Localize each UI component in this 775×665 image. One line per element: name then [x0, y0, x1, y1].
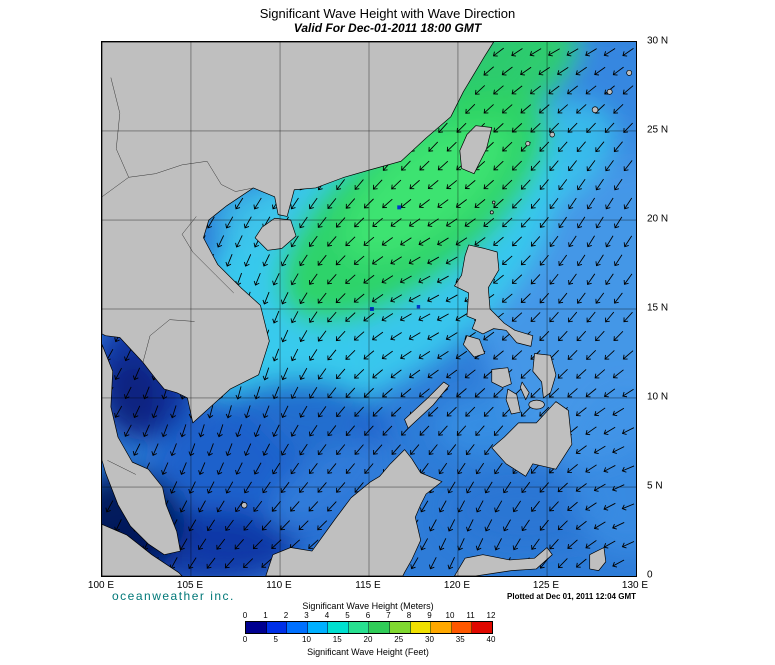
- legend-meters-label: Significant Wave Height (Meters): [302, 601, 434, 611]
- meters-tick-label: 3: [304, 611, 309, 620]
- longitude-tick-label: 110 E: [266, 580, 292, 591]
- latitude-tick-label: 5 N: [647, 480, 663, 492]
- land-layer: [102, 42, 633, 576]
- meters-tick-label: 5: [345, 611, 350, 620]
- feet-tick-label: 35: [455, 635, 465, 644]
- feet-tick-label: 15: [332, 635, 342, 644]
- latitude-axis: 30 N 25 N 20 N 15 N 10 N 5 N 0: [647, 36, 687, 581]
- landmass-malay-peninsula: [102, 344, 181, 556]
- feet-tick-label: 0: [242, 635, 248, 644]
- island-luzon: [454, 244, 534, 347]
- colorbar-segment: [472, 622, 492, 633]
- legend-meters-ticks: 0 1 2 3 4 5 6 7 8 9 10 11 12: [242, 611, 496, 620]
- meters-tick-label: 11: [466, 611, 475, 620]
- colorbar-segment: [328, 622, 349, 633]
- meters-tick-label: 10: [445, 611, 455, 620]
- feet-tick-label: 30: [425, 635, 434, 644]
- page-title: Significant Wave Height with Wave Direct…: [259, 6, 516, 21]
- longitude-axis: 100 E 105 E 110 E 115 E 120 E 125 E 130 E: [88, 580, 648, 592]
- colorbar-segment: [266, 622, 288, 633]
- latitude-tick-label: 15 N: [647, 302, 669, 314]
- latitude-tick-label: 30 N: [647, 35, 669, 47]
- meters-tick-label: 7: [386, 611, 391, 620]
- meters-tick-label: 0: [242, 611, 248, 620]
- legend-feet-ticks: 0 5 10 15 20 25 30 35 40: [242, 635, 496, 644]
- longitude-tick-label: 120 E: [443, 580, 471, 591]
- longitude-tick-label: 115 E: [355, 580, 381, 591]
- meters-tick-label: 1: [263, 611, 268, 620]
- feet-tick-label: 5: [273, 635, 278, 644]
- colorbar-segment: [410, 622, 432, 633]
- meters-tick-label: 8: [406, 611, 412, 620]
- island-mindoro: [462, 335, 486, 358]
- longitude-tick-label: 105 E: [176, 580, 204, 591]
- landmass-borneo: [265, 449, 443, 576]
- longitude-tick-label: 100 E: [87, 580, 115, 591]
- meters-tick-label: 4: [324, 611, 330, 620]
- meters-tick-label: 6: [365, 611, 371, 620]
- latitude-tick-label: 10 N: [647, 391, 669, 403]
- island-cebu: [519, 381, 530, 401]
- map-plot-area: [101, 41, 637, 577]
- colorbar-segment: [307, 622, 329, 633]
- latitude-tick-label: 25 N: [647, 124, 669, 136]
- latitude-tick-label: 0: [647, 569, 653, 581]
- wave-height-map: [102, 42, 636, 576]
- colorbar-segment: [451, 622, 473, 633]
- colorbar-segment: [431, 622, 452, 633]
- legend-feet-label: Significant Wave Height (Feet): [307, 647, 429, 657]
- island-halmahera: [589, 547, 607, 571]
- colorbar-segment: [348, 622, 370, 633]
- small-islands: [241, 69, 633, 509]
- colorbar: [245, 621, 493, 634]
- grid-lines: [102, 42, 636, 576]
- oceanweather-brand-text: oceanweather inc.: [112, 589, 235, 603]
- island-bohol: [528, 399, 545, 410]
- latitude-tick-label: 20 N: [647, 213, 669, 225]
- island-panay: [491, 367, 512, 388]
- longitude-tick-label: 130 E: [621, 580, 649, 591]
- landmass-sumatra: [102, 524, 183, 576]
- colorbar-segment: [369, 622, 391, 633]
- feet-tick-label: 40: [486, 635, 496, 644]
- meters-tick-label: 9: [427, 611, 432, 620]
- colorbar-segment: [246, 622, 267, 633]
- colorbar-segment: [390, 622, 411, 633]
- meters-tick-label: 12: [486, 611, 496, 620]
- feet-tick-label: 10: [302, 635, 311, 644]
- island-hainan: [254, 217, 297, 251]
- valid-time-subtitle: Valid For Dec-01-2011 18:00 GMT: [293, 21, 482, 35]
- landmass-asia: [102, 42, 494, 424]
- feet-tick-label: 20: [363, 635, 373, 644]
- longitude-tick-label: 125 E: [532, 580, 560, 591]
- feet-tick-label: 25: [394, 635, 404, 644]
- colorbar-segment: [287, 622, 308, 633]
- island-mindanao: [491, 401, 573, 477]
- plotted-timestamp: Plotted at Dec 01, 2011 12:04 GMT: [507, 592, 636, 601]
- meters-tick-label: 2: [283, 611, 289, 620]
- island-palawan: [404, 381, 450, 429]
